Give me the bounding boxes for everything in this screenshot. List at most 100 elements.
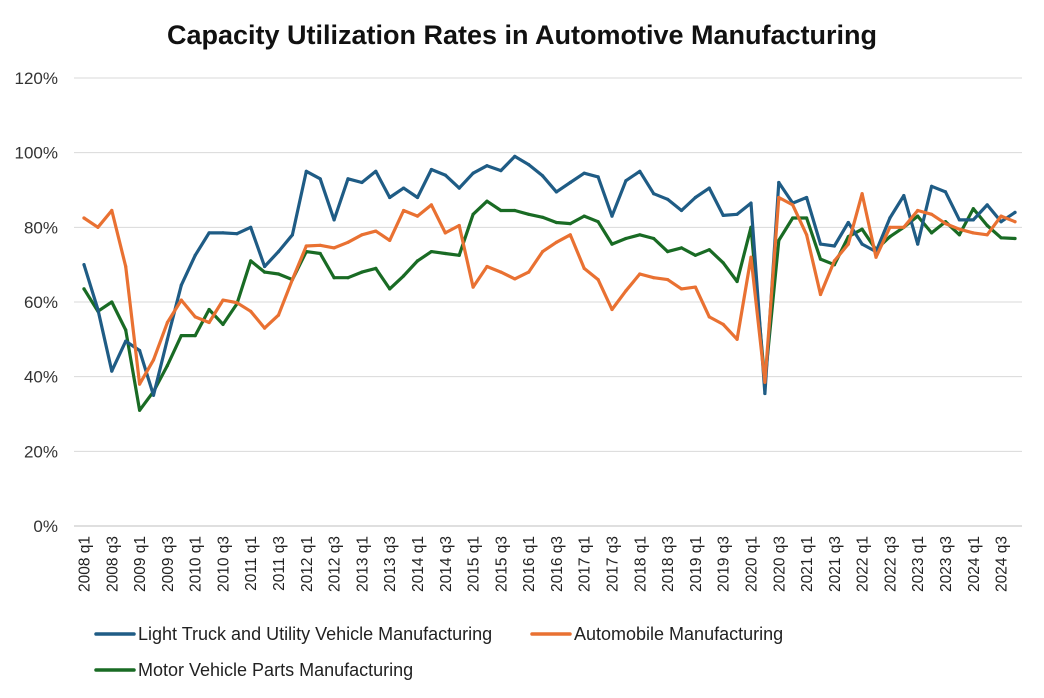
data-point <box>666 278 670 282</box>
chart-title: Capacity Utilization Rates in Automotive… <box>167 20 877 50</box>
data-point <box>693 285 698 289</box>
data-point <box>818 257 823 261</box>
y-tick-label: 60% <box>24 293 58 312</box>
x-tick-label: 2021 q3 <box>827 536 844 592</box>
y-tick-label: 80% <box>24 218 58 237</box>
data-point <box>165 337 169 341</box>
data-point <box>860 227 864 231</box>
data-point <box>749 201 753 205</box>
data-point <box>318 243 322 247</box>
data-point <box>360 270 364 274</box>
data-point <box>888 235 892 239</box>
x-tick-label: 2010 q1 <box>188 536 205 592</box>
data-point <box>513 277 517 281</box>
data-point <box>971 231 975 235</box>
y-tick-label: 120% <box>15 69 58 88</box>
data-point <box>221 322 225 326</box>
gridlines <box>74 77 1022 527</box>
data-point <box>999 236 1003 240</box>
data-point <box>596 175 600 179</box>
data-point <box>1013 210 1017 214</box>
data-point <box>110 300 114 304</box>
legend-item: Automobile Manufacturing <box>530 624 783 644</box>
data-point <box>832 244 837 248</box>
data-point <box>541 215 545 219</box>
x-tick-label: 2020 q3 <box>771 536 788 592</box>
data-point <box>346 240 350 244</box>
data-point <box>179 283 183 287</box>
data-point <box>707 315 711 319</box>
data-point <box>721 322 725 326</box>
data-point <box>777 238 781 242</box>
data-point <box>860 192 864 196</box>
data-point <box>568 222 572 226</box>
data-point <box>151 393 156 397</box>
data-point <box>415 195 420 200</box>
data-point <box>791 203 795 207</box>
data-point <box>374 229 378 233</box>
data-point <box>707 248 711 252</box>
data-point <box>568 233 572 237</box>
data-point <box>499 270 503 274</box>
data-point <box>985 223 989 228</box>
data-point <box>96 225 100 229</box>
series-line <box>82 192 1017 386</box>
data-point <box>624 236 628 241</box>
data-point <box>402 186 406 190</box>
data-point <box>471 171 475 175</box>
data-point <box>138 408 142 412</box>
data-point <box>652 276 656 280</box>
data-point <box>763 391 767 396</box>
data-point <box>943 190 948 194</box>
data-point <box>165 320 169 325</box>
y-axis-tick-labels: 0% 20% 40% 60% 80% 100% 120% <box>15 69 58 536</box>
data-point <box>235 232 239 236</box>
data-point <box>874 255 878 259</box>
data-point <box>304 169 308 173</box>
x-tick-label: 2016 q3 <box>549 536 566 592</box>
data-point <box>818 242 823 246</box>
data-point <box>457 253 461 257</box>
legend-label: Light Truck and Utility Vehicle Manufact… <box>138 624 492 644</box>
data-point <box>846 242 850 246</box>
data-point <box>443 231 447 235</box>
data-point <box>429 250 433 254</box>
x-tick-label: 2011 q1 <box>243 536 260 591</box>
data-point <box>999 214 1003 218</box>
x-tick-label: 2012 q3 <box>327 536 344 592</box>
x-tick-label: 2018 q3 <box>660 536 677 592</box>
series-1 <box>82 154 1017 397</box>
data-point <box>193 315 197 319</box>
data-point <box>221 298 225 302</box>
data-point <box>499 208 503 213</box>
data-point <box>124 328 128 332</box>
data-point <box>735 212 739 216</box>
data-point <box>193 253 197 257</box>
data-point <box>82 263 86 267</box>
legend-label: Motor Vehicle Parts Manufacturing <box>138 660 413 680</box>
data-point <box>527 212 531 216</box>
data-point <box>568 180 572 185</box>
data-point <box>110 369 114 373</box>
data-point <box>943 222 948 226</box>
data-point <box>485 264 489 269</box>
data-point <box>652 236 656 241</box>
x-tick-label: 2023 q1 <box>910 536 927 592</box>
data-point <box>610 214 614 218</box>
data-point <box>207 231 211 235</box>
data-point <box>318 251 322 256</box>
data-point <box>582 171 586 175</box>
data-point <box>360 233 364 237</box>
data-point <box>957 227 962 231</box>
data-point <box>652 192 656 196</box>
data-point <box>721 261 725 265</box>
x-tick-label: 2009 q3 <box>160 536 177 592</box>
y-tick-label: 100% <box>15 144 58 163</box>
data-point <box>666 250 670 254</box>
x-tick-label: 2019 q1 <box>688 536 705 592</box>
data-point <box>429 167 433 172</box>
data-point <box>763 380 767 384</box>
data-point <box>971 207 975 211</box>
y-tick-label: 20% <box>24 442 58 461</box>
